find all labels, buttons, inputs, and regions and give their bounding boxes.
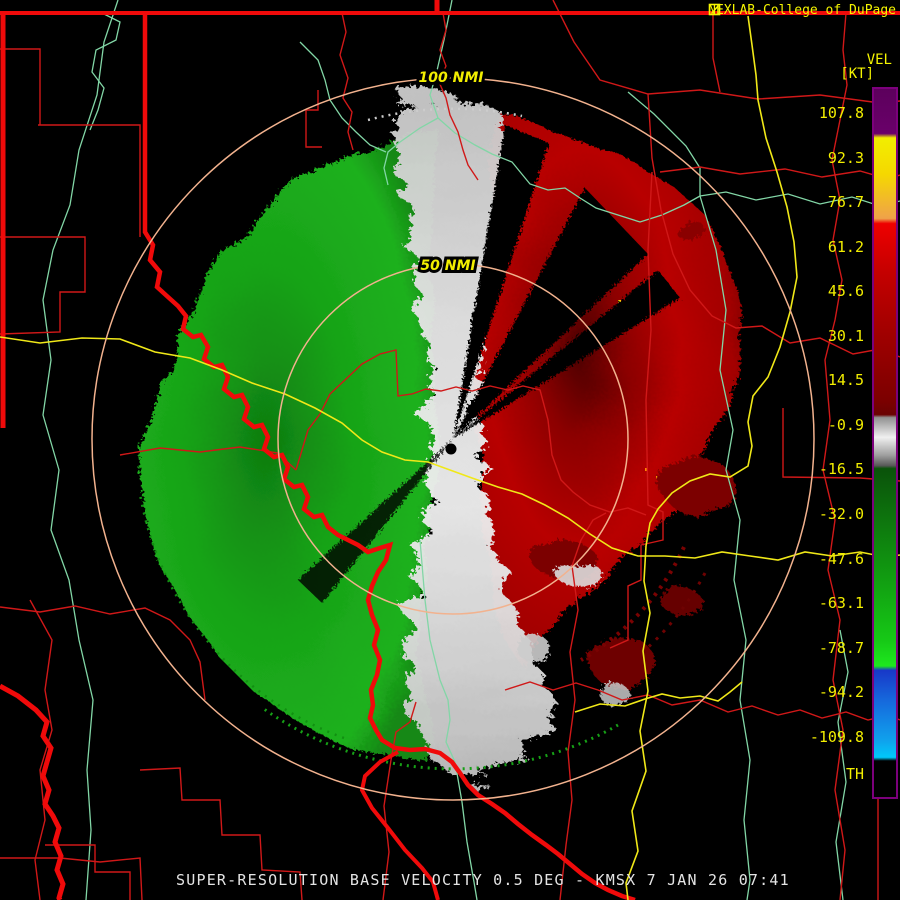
colorbar-title: VEL	[866, 52, 892, 68]
inbound-velocity-region	[142, 128, 438, 760]
colorbar-tick: 92.3	[827, 149, 864, 167]
colorbar-tick: -94.2	[818, 683, 864, 701]
range-ring-100nmi	[91, 77, 815, 801]
outbound-velocity-region	[476, 118, 742, 672]
colorbar-units: [KT]	[840, 66, 874, 82]
state-line-branch	[359, 750, 440, 900]
colorbar-tick: -109.8	[809, 728, 864, 746]
colorbar-tick: 14.5	[827, 371, 864, 389]
velocity-colorbar	[872, 87, 898, 799]
river-lines	[42, 0, 900, 900]
colorbar-tick: -78.7	[818, 639, 864, 657]
colorbar-tick: -0.9	[827, 416, 864, 434]
colorbar-tick: 30.1	[827, 327, 864, 345]
colorbar-tick: 45.6	[827, 282, 864, 300]
attribution-text: NEXLAB-College of DuPage	[708, 3, 896, 18]
colorbar-tick-labels: 107.8 92.3 76.7 61.2 45.6 30.1 14.5 -0.9…	[766, 0, 866, 900]
attribution: NEXLAB-College of DuPage	[708, 3, 896, 18]
beam-blockage-wedges	[298, 125, 680, 603]
colorbar-tick: -63.1	[818, 594, 864, 612]
colorbar-tick: 61.2	[827, 238, 864, 256]
range-ring-50nmi	[277, 263, 629, 615]
range-ring-labels: 100 NMI 50 NMI	[416, 67, 487, 277]
colorbar-tick: -32.0	[818, 505, 864, 523]
colorbar-threshold-label: TH	[845, 765, 864, 783]
edge-speckles	[138, 107, 707, 771]
zero-isodop-band	[396, 88, 552, 776]
inner-ring-label: 50 NMI	[420, 258, 475, 274]
road-lines	[0, 15, 900, 900]
colorbar-tick: -47.6	[818, 550, 864, 568]
state-line-bitterroot	[142, 13, 636, 900]
outer-ring-label: 100 NMI	[419, 70, 484, 86]
velocity-field	[138, 88, 742, 776]
colorbar-tick: 107.8	[818, 104, 864, 122]
range-rings	[91, 77, 815, 801]
college-of-dupage-mark-icon	[708, 3, 721, 16]
southeast-patches	[522, 220, 738, 700]
colorbar-tick: -16.5	[818, 460, 864, 478]
radar-site-dot	[445, 443, 457, 455]
state-line-southwest	[0, 683, 66, 900]
product-title: SUPER-RESOLUTION BASE VELOCITY 0.5 DEG -…	[176, 871, 790, 889]
colorbar-tick: 76.7	[827, 193, 864, 211]
